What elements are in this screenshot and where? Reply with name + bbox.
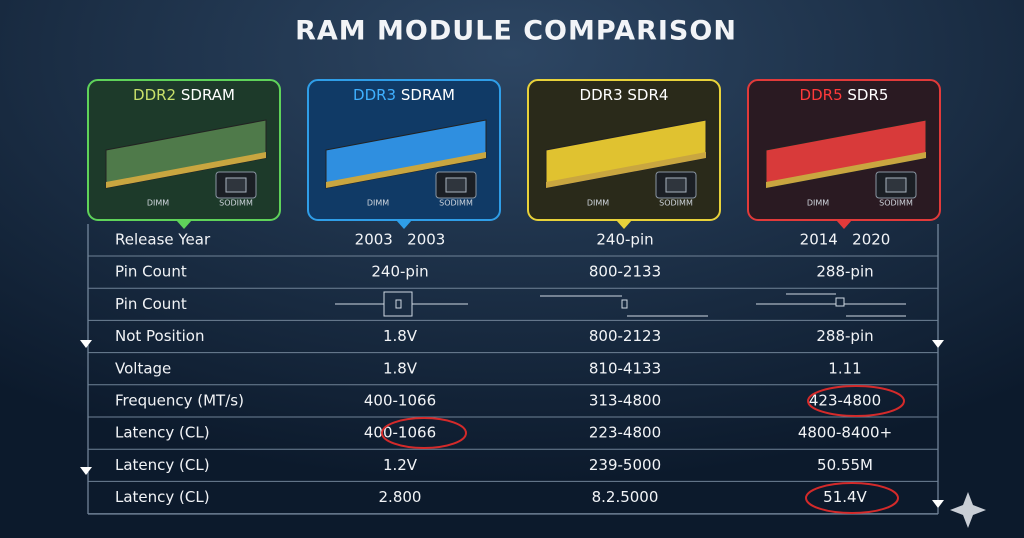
form-factor: DIMM — [807, 199, 829, 208]
title: RAM MODULE COMPARISON — [295, 16, 737, 47]
module-cards: DDR2 SDRAM DIMM SODIMM DDR3 SDRAM DIMM SODIMM… — [87, 79, 941, 229]
ram-pins — [546, 152, 706, 188]
table-cell: 2014 2020 — [800, 231, 891, 249]
module-name: DDR3 — [580, 86, 623, 104]
module-variant: SDR5 — [847, 86, 888, 104]
chip-core — [885, 177, 907, 193]
table-cell: 810-4133 — [589, 359, 661, 377]
table-cell: 239-5000 — [589, 456, 661, 474]
table-cell: 1.2V — [383, 456, 418, 474]
ram-pins — [766, 152, 926, 188]
table-cell: 2003 2003 — [355, 231, 446, 249]
form-factor: SODIMM — [219, 199, 253, 208]
card-pointer — [396, 220, 412, 229]
table-cell: 288-pin — [816, 327, 873, 345]
table-cell: 50.55M — [817, 456, 873, 474]
table-cell: 240-pin — [371, 263, 428, 281]
table-cell: 800-2123 — [589, 327, 661, 345]
table-cell: 400-1066 — [364, 424, 436, 442]
table-cell: 223-4800 — [589, 424, 661, 442]
card-pointer — [836, 220, 852, 229]
module-label: DDR3 SDR4 — [580, 86, 669, 104]
module-label: DDR3 SDRAM — [353, 86, 455, 104]
module-card: DDR3 SDRAM DIMM SODIMM — [307, 79, 501, 229]
comparison-table: Release Year 2003 2003 240-pin 2014 2020 Pin… — [80, 224, 944, 515]
module-name: DDR3 — [353, 86, 396, 104]
table-cell: 2.800 — [379, 488, 422, 506]
card-pointer — [176, 220, 192, 229]
highlight-circles — [381, 385, 905, 514]
table-cell: 1.8V — [383, 327, 418, 345]
form-factor: SODIMM — [659, 199, 693, 208]
pin-diagrams — [335, 291, 906, 317]
module-label: DDR2 SDRAM — [133, 86, 235, 104]
row-label: Release Year — [115, 231, 211, 249]
module-variant: SDR4 — [627, 86, 668, 104]
ram-pins — [326, 152, 486, 188]
table-cell: 800-2133 — [589, 263, 661, 281]
table-cell: 423-4800 — [809, 392, 881, 410]
sparkle-icon — [950, 492, 986, 528]
table-cell: 288-pin — [816, 263, 873, 281]
table-cell: 240-pin — [596, 231, 653, 249]
row-label: Not Position — [115, 327, 204, 345]
module-card: DDR5 SDR5 DIMM SODIMM — [747, 79, 941, 229]
module-card: DDR2 SDRAM DIMM SODIMM — [87, 79, 281, 229]
row-label: Pin Count — [115, 295, 187, 313]
module-variant: SDRAM — [181, 86, 235, 104]
table-cell: 313-4800 — [589, 392, 661, 410]
row-label: Latency (CL) — [115, 424, 210, 442]
module-name: DDR5 — [800, 86, 843, 104]
table-cell: 1.8V — [383, 359, 418, 377]
table-cell: 8.2.5000 — [592, 488, 659, 506]
chip-core — [225, 177, 247, 193]
row-label: Latency (CL) — [115, 488, 210, 506]
module-card: DDR3 SDR4 DIMM SODIMM — [527, 79, 721, 229]
form-factor: SODIMM — [879, 199, 913, 208]
table-cell: 400-1066 — [364, 392, 436, 410]
module-variant: SDRAM — [401, 86, 455, 104]
table-cell: 51.4V — [823, 488, 867, 506]
form-factor: DIMM — [147, 199, 169, 208]
row-label: Voltage — [115, 359, 171, 377]
row-label: Latency (CL) — [115, 456, 210, 474]
card-pointer — [616, 220, 632, 229]
form-factor: DIMM — [587, 199, 609, 208]
module-name: DDR2 — [133, 86, 176, 104]
chip-core — [445, 177, 467, 193]
ram-pins — [106, 152, 266, 188]
module-label: DDR5 SDR5 — [800, 86, 889, 104]
chip-core — [665, 177, 687, 193]
form-factor: SODIMM — [439, 199, 473, 208]
row-label: Pin Count — [115, 263, 187, 281]
row-label: Frequency (MT/s) — [115, 392, 244, 410]
form-factor: DIMM — [367, 199, 389, 208]
table-cell: 4800-8400+ — [798, 424, 892, 442]
table-cell: 1.11 — [828, 359, 861, 377]
